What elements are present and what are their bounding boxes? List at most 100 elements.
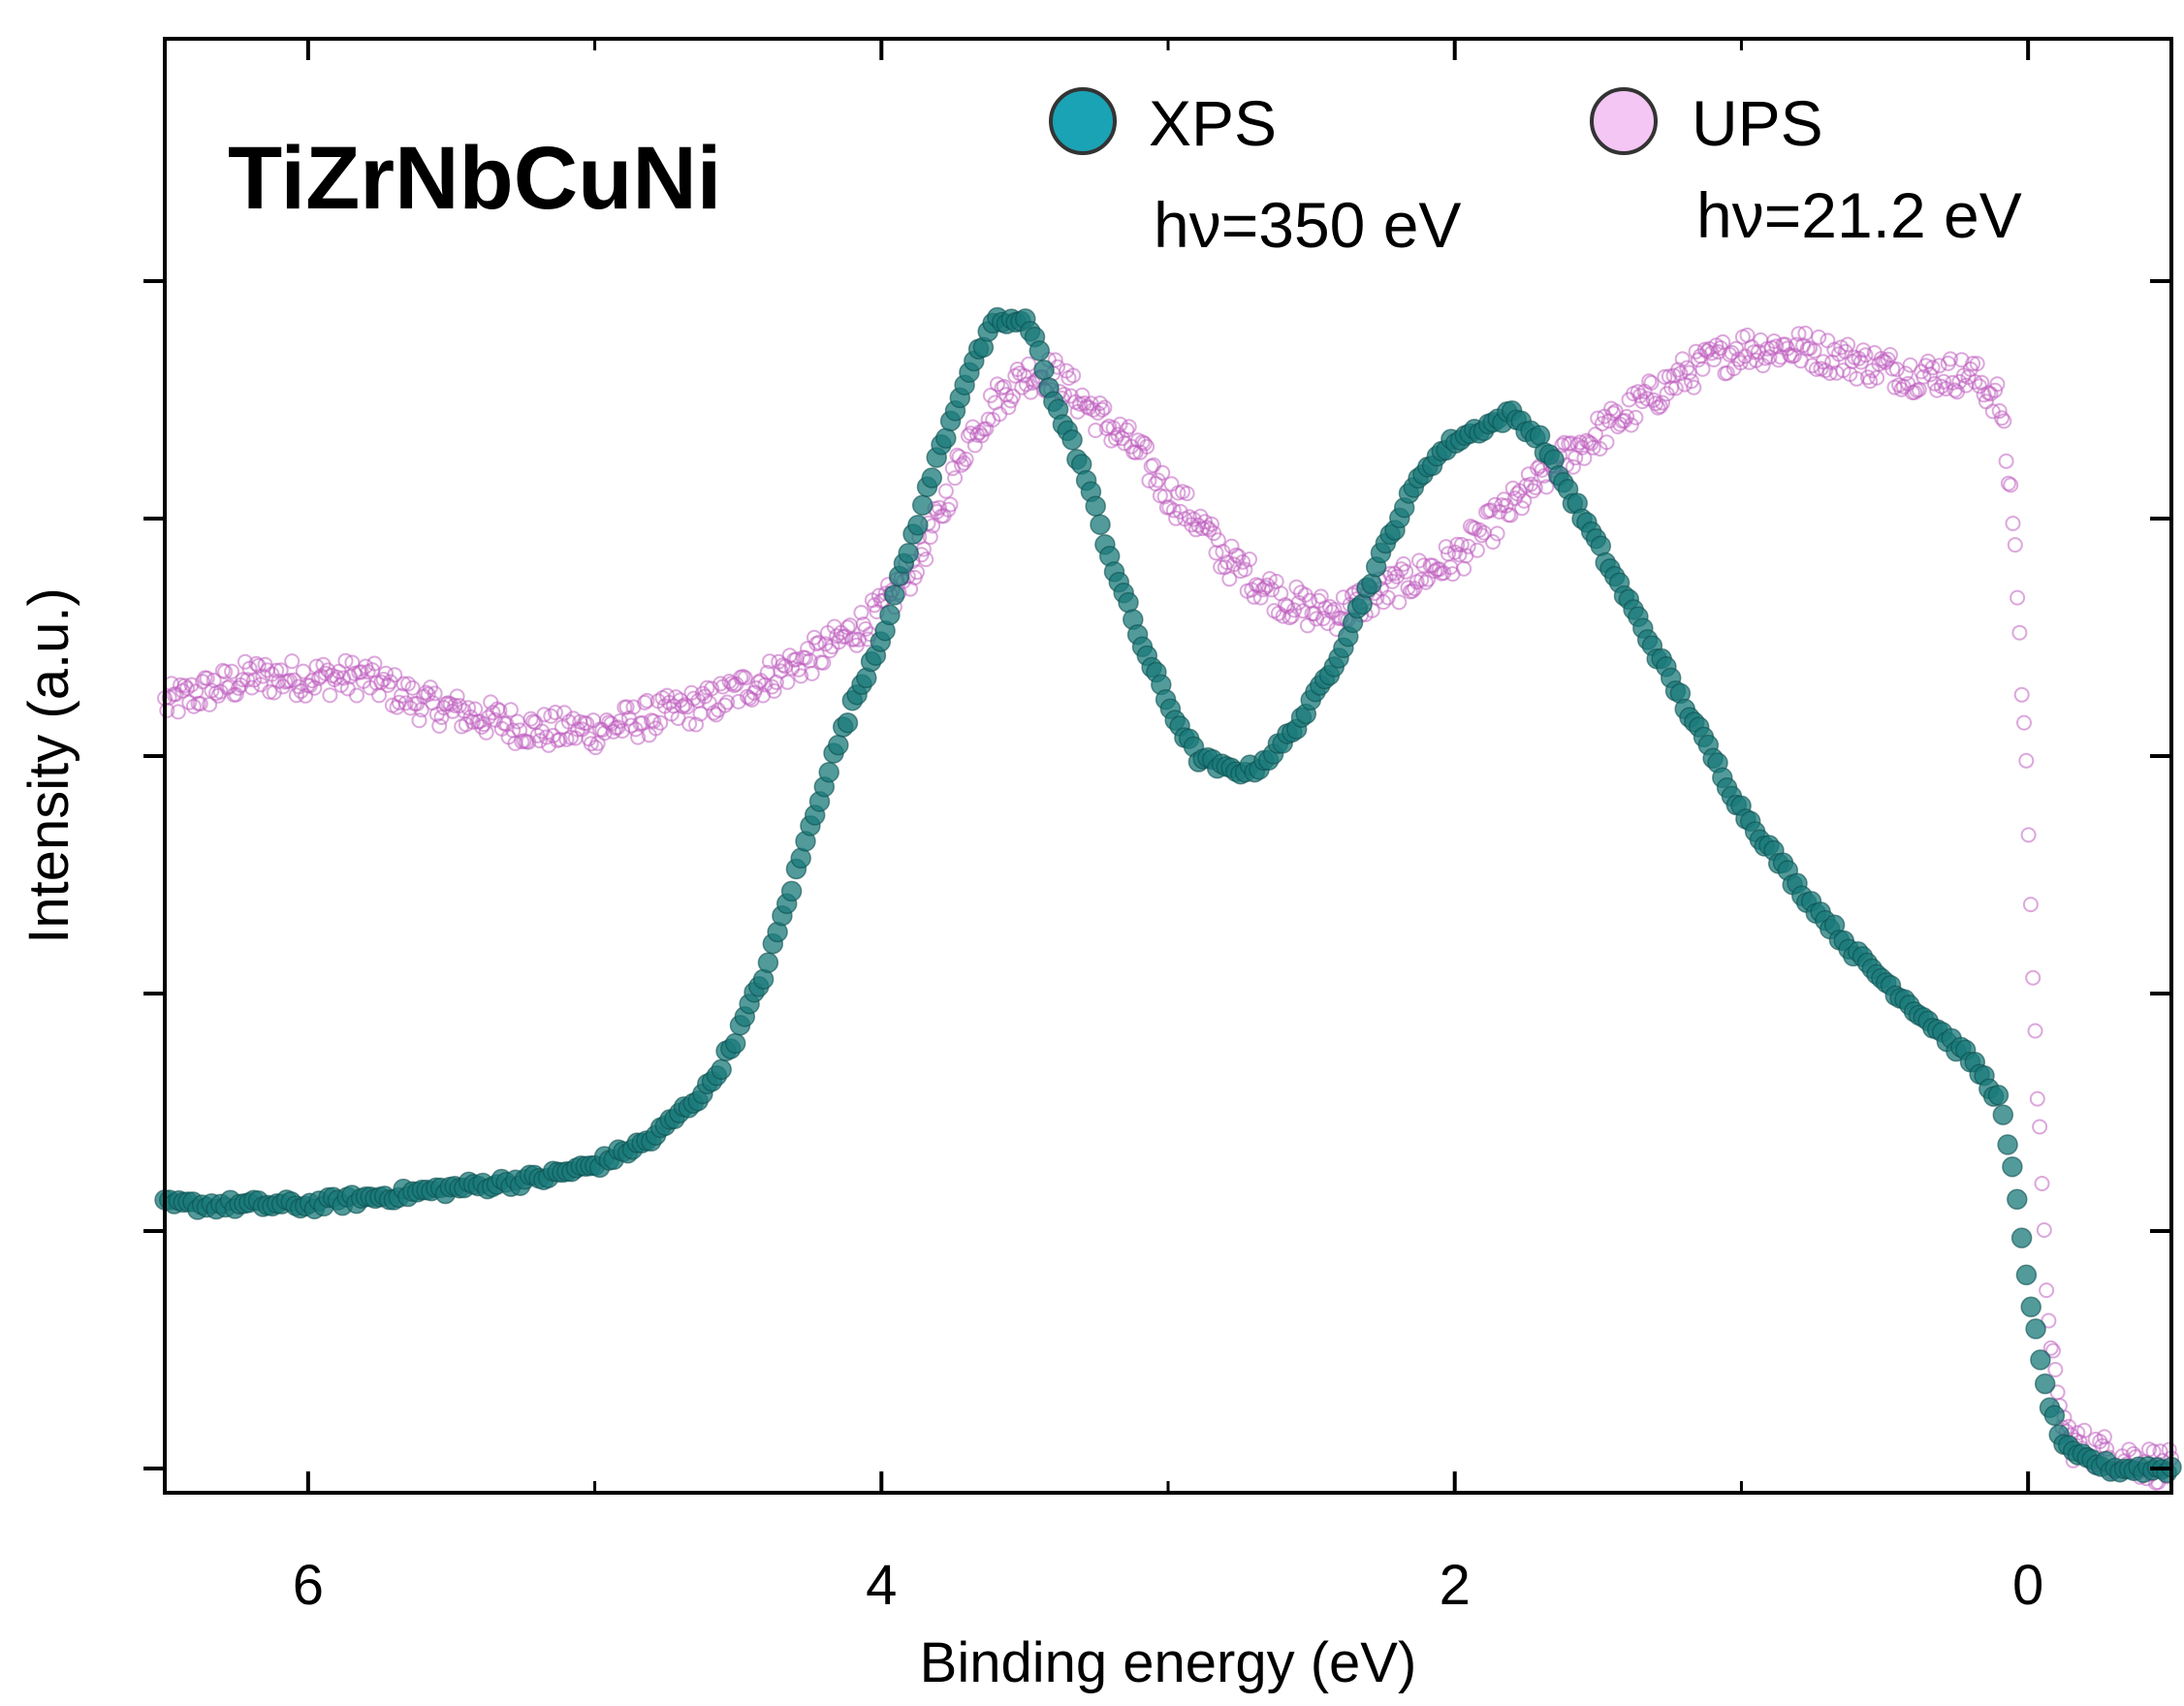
ups-point <box>1119 422 1135 438</box>
ups-point <box>737 670 753 686</box>
ups-point <box>1943 351 1958 367</box>
ups-point <box>1155 464 1171 481</box>
ups-point <box>1376 594 1392 611</box>
ups-point <box>996 379 1012 395</box>
ups-point <box>2047 1362 2064 1377</box>
ups-point <box>1998 453 2014 469</box>
ups-point <box>397 695 414 711</box>
ups-point <box>618 699 635 715</box>
ups-point <box>1565 458 1581 475</box>
ups-point <box>2029 1090 2045 1107</box>
ups-point <box>295 663 311 679</box>
xps-point <box>711 1058 732 1081</box>
sample-title: TiZrNbCuNi <box>228 129 721 228</box>
ups-point <box>1438 539 1454 555</box>
ups-point <box>1514 500 1530 517</box>
ups-point <box>1576 450 1593 466</box>
ups-point <box>942 496 959 513</box>
ups-point <box>366 655 383 672</box>
ups-point <box>536 707 553 723</box>
ups-point <box>1922 366 1939 383</box>
ups-point <box>1384 573 1401 589</box>
ups-point <box>1703 345 1720 362</box>
ups-point <box>560 713 577 730</box>
x-tick-label: 4 <box>866 1554 897 1617</box>
ups-point <box>815 654 832 671</box>
ups-point <box>269 662 285 679</box>
ups-point <box>1820 332 1836 349</box>
ups-point <box>2000 475 2016 491</box>
ups-point <box>239 672 256 688</box>
ups-point <box>1924 360 1941 376</box>
ups-point <box>349 687 364 704</box>
ups-point <box>224 663 240 679</box>
ups-point <box>2045 1343 2061 1359</box>
legend-xps-label: XPS <box>1149 87 1277 159</box>
ups-point <box>2007 537 2023 553</box>
ups-point <box>909 564 925 581</box>
ups-point <box>502 702 519 718</box>
ups-point <box>1619 408 1635 425</box>
ups-point <box>2025 969 2042 986</box>
ups-point <box>784 660 800 677</box>
xps-point <box>757 952 779 973</box>
ups-series <box>157 325 2179 1491</box>
ups-point <box>1833 339 1850 356</box>
ups-point <box>2022 897 2039 913</box>
ups-point <box>1969 356 1985 372</box>
ups-point <box>1641 373 1658 390</box>
ups-point <box>2027 1023 2043 1039</box>
ups-point <box>1498 497 1514 514</box>
ups-point <box>1460 538 1476 554</box>
ups-point <box>1898 365 1914 382</box>
ups-point <box>192 696 208 711</box>
ups-point <box>1088 423 1104 438</box>
ups-point <box>1815 354 1831 370</box>
ups-point <box>387 667 403 683</box>
ups-point <box>522 711 539 727</box>
ups-point <box>1667 380 1684 396</box>
xps-point <box>2034 1373 2056 1395</box>
ups-point <box>2034 1176 2050 1191</box>
ups-point <box>1936 373 1952 390</box>
ups-point <box>337 652 354 669</box>
x-axis-ticks: 6 4 2 0 <box>293 39 2043 1617</box>
ups-point <box>947 470 964 487</box>
ups-point <box>1264 582 1281 598</box>
ups-point <box>1179 486 1195 502</box>
ups-point <box>1235 553 1251 570</box>
ups-point <box>460 700 477 716</box>
ups-point <box>1931 358 1947 374</box>
ups-point <box>228 686 244 703</box>
ups-point <box>1554 437 1570 454</box>
xps-point <box>879 604 901 626</box>
ups-point <box>652 714 669 731</box>
ups-point <box>1594 416 1610 432</box>
xps-point <box>2002 1155 2023 1178</box>
ups-point <box>766 682 782 699</box>
ups-point <box>1496 491 1512 508</box>
xps-point <box>1061 429 1083 451</box>
ups-point <box>1047 352 1063 368</box>
ups-point <box>1598 434 1615 451</box>
ups-point <box>1065 367 1082 384</box>
ups-point <box>1489 525 1505 542</box>
ups-point <box>858 620 873 637</box>
ups-point <box>1121 419 1137 435</box>
ups-point <box>853 605 870 620</box>
ups-point <box>1261 571 1278 587</box>
xps-point <box>2043 1405 2066 1427</box>
ups-point <box>304 673 320 689</box>
xps-point <box>1085 495 1106 517</box>
ups-point <box>639 692 655 709</box>
ups-point <box>2020 827 2037 843</box>
ups-point <box>793 668 809 684</box>
ups-point <box>2076 1422 2093 1438</box>
ups-point <box>478 724 494 741</box>
ups-point <box>485 705 501 721</box>
ups-point <box>2016 714 2032 731</box>
xps-point <box>1529 425 1551 447</box>
ups-point <box>1538 479 1555 495</box>
ups-point <box>2013 686 2030 703</box>
ups-point <box>1715 333 1731 350</box>
